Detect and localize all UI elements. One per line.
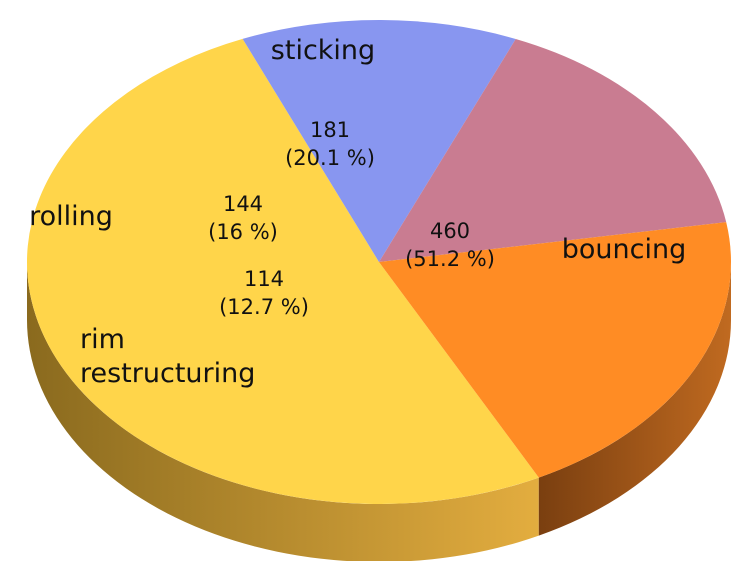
category-label-line: restructuring <box>80 358 255 389</box>
category-label-sticking: sticking <box>271 35 375 66</box>
slice-rolling <box>379 38 727 262</box>
slice-value: 114 <box>244 267 284 291</box>
pie-slices <box>26 19 731 505</box>
slice-sticking <box>379 222 731 478</box>
slice-rim-restructuring <box>242 19 516 262</box>
category-label-line: rolling <box>29 201 113 232</box>
category-label-line: bouncing <box>562 234 686 265</box>
category-label-rim-restructuring: rim restructuring <box>80 324 255 389</box>
pie-labels: bouncing 460 (51.2 %) rim restructuring 114 (1… <box>29 35 686 389</box>
value-label-rim-restructuring: 114 (12.7 %) <box>219 267 309 319</box>
slice-side-sticking <box>538 262 731 536</box>
category-label-line: rim <box>80 324 125 355</box>
slice-value: 144 <box>223 192 263 216</box>
slice-value: 181 <box>310 118 350 142</box>
category-label-rolling: rolling <box>29 201 113 232</box>
slice-percent: (20.1 %) <box>285 146 375 170</box>
slice-percent: (51.2 %) <box>405 247 495 271</box>
category-label-line: sticking <box>271 35 375 66</box>
slice-side-bouncing <box>27 262 539 561</box>
value-label-sticking: 181 (20.1 %) <box>285 118 375 170</box>
slice-value: 460 <box>430 219 470 243</box>
pie-sides <box>27 262 731 561</box>
value-label-bouncing: 460 (51.2 %) <box>405 219 495 271</box>
value-label-rolling: 144 (16 %) <box>208 192 278 244</box>
slice-bouncing <box>26 38 539 505</box>
slice-percent: (12.7 %) <box>219 295 309 319</box>
slice-percent: (16 %) <box>208 220 278 244</box>
category-label-bouncing: bouncing <box>562 234 686 265</box>
